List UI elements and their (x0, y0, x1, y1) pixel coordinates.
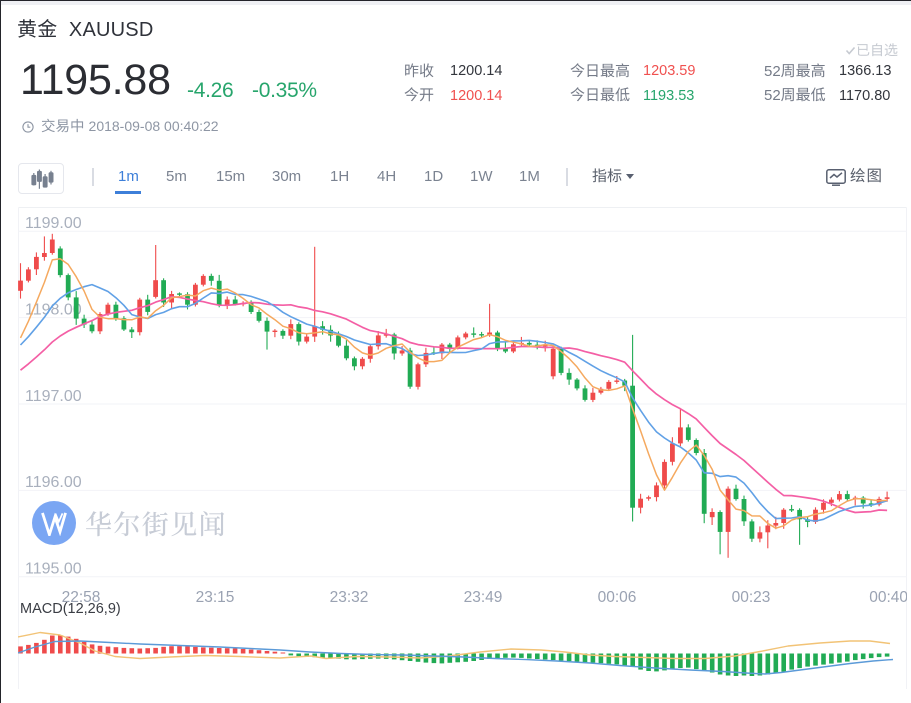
svg-text:1197.00: 1197.00 (25, 388, 82, 405)
svg-text:MACD(12,26,9): MACD(12,26,9) (20, 601, 121, 617)
svg-text:1196.00: 1196.00 (25, 474, 82, 491)
svg-text:00:06: 00:06 (598, 589, 637, 606)
svg-text:1198.00: 1198.00 (25, 301, 82, 318)
svg-text:23:32: 23:32 (330, 589, 369, 606)
svg-text:00:23: 00:23 (732, 589, 771, 606)
svg-text:1199.00: 1199.00 (25, 215, 82, 232)
svg-text:23:49: 23:49 (464, 589, 503, 606)
svg-text:23:15: 23:15 (196, 589, 235, 606)
svg-text:00:40: 00:40 (869, 589, 907, 606)
svg-text:1195.00: 1195.00 (25, 561, 82, 578)
svg-text:22:58: 22:58 (62, 589, 101, 606)
